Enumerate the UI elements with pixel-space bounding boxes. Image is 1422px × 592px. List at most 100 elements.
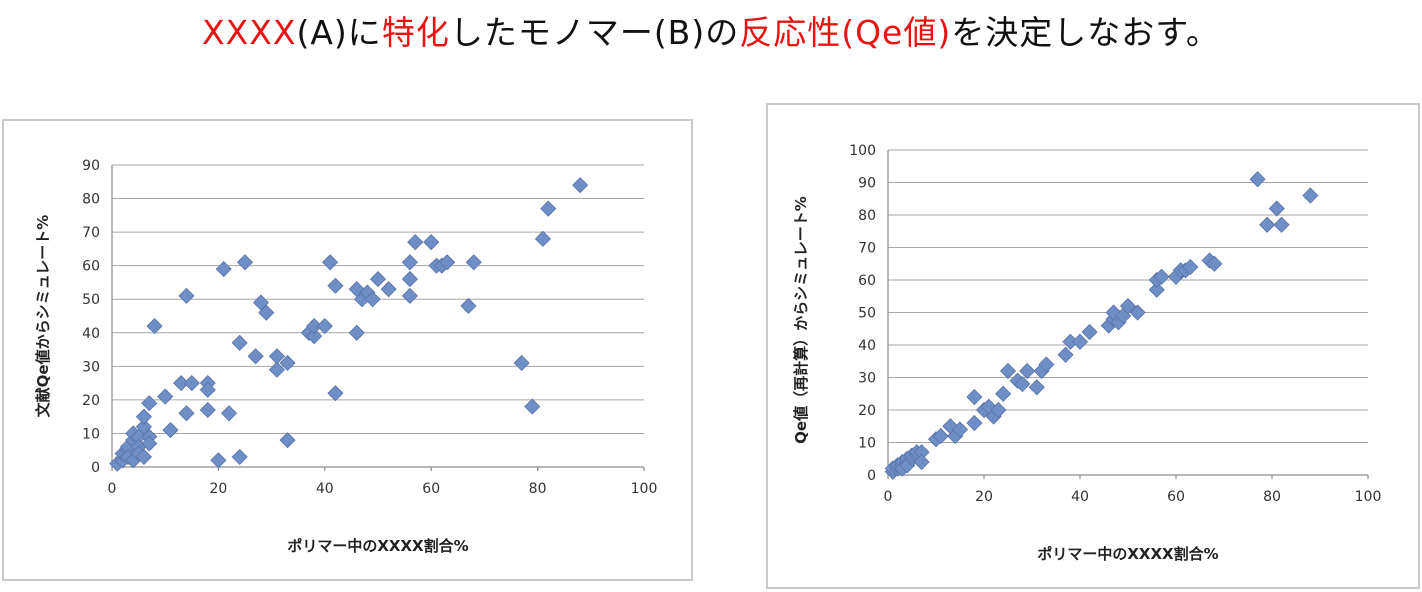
y-tick-label: 90 bbox=[858, 176, 876, 192]
heading-part-4: したモノマー(B)の bbox=[449, 13, 740, 52]
data-point bbox=[135, 408, 152, 425]
data-point bbox=[913, 453, 930, 471]
data-point bbox=[364, 291, 381, 308]
data-point bbox=[1129, 304, 1146, 321]
y-tick-label: 100 bbox=[849, 143, 876, 159]
data-point bbox=[1273, 216, 1290, 233]
data-point bbox=[183, 375, 200, 392]
data-point bbox=[999, 362, 1017, 380]
heading-part-3: 特化 bbox=[381, 13, 450, 52]
y-tick-label: 60 bbox=[82, 259, 100, 275]
data-point bbox=[327, 385, 344, 402]
heading-part-6: を決定しなおす。 bbox=[951, 13, 1220, 52]
y-tick-label: 70 bbox=[82, 225, 100, 241]
data-point bbox=[380, 281, 397, 298]
data-point bbox=[1182, 258, 1199, 276]
x-axis-title: ポリマー中のXXXX割合% bbox=[1037, 545, 1218, 563]
data-point bbox=[199, 381, 216, 398]
x-tick-label: 20 bbox=[975, 489, 993, 505]
x-tick-label: 80 bbox=[529, 481, 547, 497]
data-point bbox=[135, 448, 152, 465]
data-point bbox=[572, 177, 589, 194]
page-heading: XXXX(A)に特化したモノマー(B)の反応性(Qe値)を決定しなおす。 bbox=[0, 6, 1422, 54]
x-tick-label: 60 bbox=[1167, 489, 1185, 505]
data-point bbox=[995, 385, 1012, 402]
data-point bbox=[540, 200, 557, 217]
data-point bbox=[401, 271, 418, 288]
x-tick-label: 0 bbox=[108, 481, 117, 497]
data-point bbox=[220, 405, 238, 422]
data-point bbox=[966, 388, 983, 406]
y-tick-label: 50 bbox=[82, 292, 100, 308]
y-tick-label: 20 bbox=[858, 403, 876, 419]
y-tick-label: 90 bbox=[82, 158, 100, 174]
x-tick-label: 0 bbox=[884, 489, 893, 505]
y-tick-label: 60 bbox=[858, 273, 876, 289]
scatter-chart-recalculated: 0 10 20 30 40 50 60 70 80 90 100 0 20 40 60 80 100 ポリマー中の… bbox=[792, 143, 1382, 563]
y-tick-label: 40 bbox=[82, 326, 100, 342]
data-point bbox=[524, 398, 541, 415]
data-point bbox=[1014, 375, 1031, 393]
data-point bbox=[1038, 356, 1055, 373]
data-point bbox=[322, 254, 339, 271]
data-point bbox=[1302, 187, 1319, 204]
data-point bbox=[951, 421, 969, 438]
data-point bbox=[306, 328, 323, 345]
y-tick-label: 0 bbox=[867, 468, 876, 484]
data-point bbox=[141, 395, 158, 412]
data-point bbox=[157, 388, 174, 405]
y-axis-title: Qe値（再計算）からシミュレート% bbox=[792, 196, 810, 444]
scatter-chart-literature: 0 10 20 30 40 50 60 70 80 90 0 20 40 60 80 100 ポリマー中のXXX… bbox=[34, 158, 658, 555]
y-tick-label: 30 bbox=[858, 371, 876, 387]
data-point bbox=[178, 405, 195, 422]
data-point bbox=[268, 361, 285, 378]
chart-panel-recalculated: 0 10 20 30 40 50 60 70 80 90 100 0 20 40 60 80 100 ポリマー中の… bbox=[766, 103, 1420, 589]
x-tick-label: 100 bbox=[631, 481, 658, 497]
y-tick-label: 10 bbox=[82, 426, 100, 442]
data-point bbox=[407, 234, 424, 251]
data-point bbox=[966, 414, 983, 432]
data-point bbox=[1259, 216, 1276, 233]
chart-panel-literature: 0 10 20 30 40 50 60 70 80 90 0 20 40 60 80 100 ポリマー中のXXX… bbox=[2, 119, 693, 581]
data-point bbox=[210, 452, 227, 469]
y-tick-label: 10 bbox=[858, 436, 876, 452]
x-tick-label: 20 bbox=[209, 481, 227, 497]
data-point bbox=[146, 318, 163, 335]
data-point bbox=[327, 277, 344, 294]
x-tick-label: 80 bbox=[1263, 489, 1281, 505]
data-point bbox=[348, 324, 365, 341]
x-axis-title: ポリマー中のXXXX割合% bbox=[287, 537, 468, 555]
data-point bbox=[279, 354, 296, 372]
data-point bbox=[258, 304, 275, 321]
y-tick-label: 50 bbox=[858, 306, 876, 322]
data-point bbox=[199, 401, 216, 419]
data-point bbox=[1206, 255, 1223, 272]
y-axis-title: 文献Qe値からシミュレート% bbox=[34, 215, 52, 418]
data-point bbox=[316, 318, 333, 335]
data-point bbox=[231, 334, 248, 351]
data-point bbox=[423, 234, 440, 251]
data-point bbox=[1268, 200, 1285, 217]
x-tick-label: 100 bbox=[1355, 489, 1382, 505]
y-tick-label: 80 bbox=[82, 192, 100, 208]
data-point bbox=[247, 348, 264, 365]
data-point bbox=[1249, 171, 1266, 188]
y-tick-label: 80 bbox=[858, 208, 876, 224]
data-point bbox=[534, 230, 551, 247]
data-point bbox=[1119, 297, 1137, 315]
data-point bbox=[460, 297, 477, 314]
data-point bbox=[1071, 333, 1089, 350]
data-point bbox=[513, 354, 530, 372]
data-point bbox=[279, 432, 296, 449]
data-point bbox=[215, 260, 232, 278]
data-point bbox=[401, 254, 418, 271]
x-tick-label: 40 bbox=[1071, 489, 1089, 505]
heading-part-2: (A)に bbox=[296, 13, 382, 52]
y-tick-label: 40 bbox=[858, 338, 876, 354]
y-tick-label: 0 bbox=[91, 460, 100, 476]
data-point bbox=[1019, 362, 1036, 380]
data-point bbox=[173, 375, 190, 392]
data-point bbox=[439, 254, 456, 271]
data-point bbox=[236, 254, 254, 271]
heading-part-1: XXXX bbox=[202, 13, 297, 52]
